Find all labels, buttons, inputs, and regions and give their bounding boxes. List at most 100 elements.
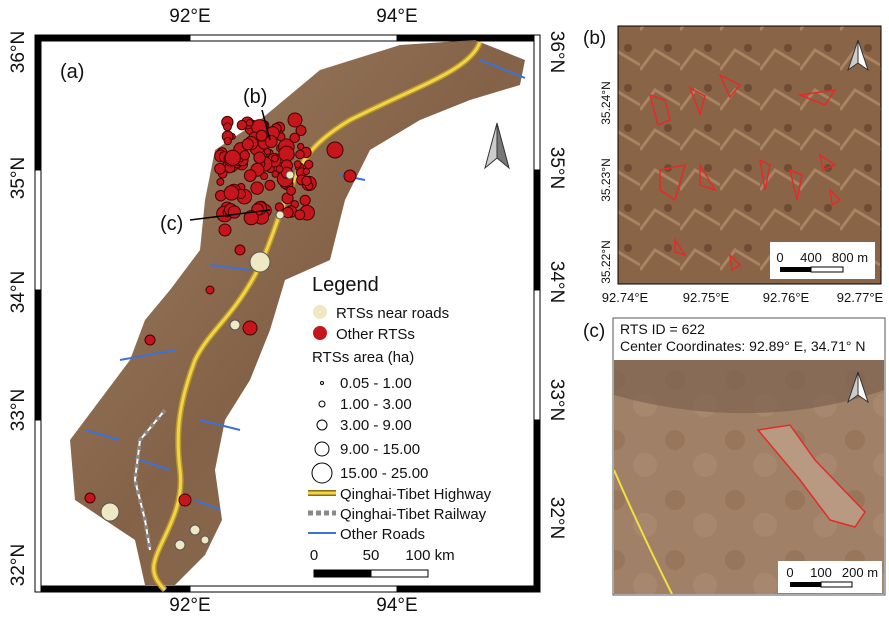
border-seg xyxy=(534,170,540,290)
lon-label: 92.74°E xyxy=(602,290,649,305)
scale-label: 50 xyxy=(363,547,380,564)
border-seg xyxy=(35,35,41,170)
rts-near-road xyxy=(101,503,119,521)
lat-label: 35.22°N xyxy=(599,240,613,284)
border-seg xyxy=(35,290,41,420)
rts-point xyxy=(298,143,304,149)
lon-label: 92.76°E xyxy=(763,290,810,305)
scale-label: 100 km xyxy=(405,547,454,564)
lat-label: 36°N xyxy=(8,31,29,73)
rts-point xyxy=(85,493,95,503)
scale-label: 0 xyxy=(310,547,318,564)
callout-label: (c) xyxy=(160,213,183,235)
rts-point xyxy=(219,224,231,236)
lat-label: 32°N xyxy=(8,544,29,586)
lat-label: 34°N xyxy=(546,261,567,303)
legend-label: Other Roads xyxy=(340,526,425,543)
lon-label: 92°E xyxy=(169,595,210,615)
rts-point xyxy=(240,151,249,160)
scale-label: 400 xyxy=(800,250,822,265)
rts-point xyxy=(224,137,231,144)
scale-bar xyxy=(821,582,852,587)
rts-point xyxy=(305,160,313,168)
legend-subtitle: RTSs area (ha) xyxy=(312,349,414,366)
lon-label: 92.75°E xyxy=(683,290,730,305)
rts-point xyxy=(275,203,283,211)
rts-point xyxy=(237,120,247,130)
lat-label: 36°N xyxy=(546,31,567,73)
lat-label: 35.24°N xyxy=(599,81,613,125)
rts-point xyxy=(179,494,191,506)
lon-label: 92°E xyxy=(169,6,210,27)
legend-swatch xyxy=(313,326,327,340)
rts-point xyxy=(294,161,301,168)
border-seg xyxy=(397,35,540,41)
rts-point xyxy=(251,182,263,194)
scale-bar xyxy=(780,267,811,272)
legend-swatch xyxy=(321,382,324,385)
rts-point xyxy=(288,113,302,127)
panel-label: (a) xyxy=(60,61,84,83)
border-seg xyxy=(534,290,540,420)
legend-label: Qinghai-Tibet Railway xyxy=(340,506,487,523)
legend-swatch xyxy=(317,420,327,430)
rts-point xyxy=(228,206,240,218)
rts-near-road xyxy=(230,320,240,330)
rts-near-road xyxy=(201,536,209,544)
rts-point xyxy=(206,286,214,294)
rts-point xyxy=(265,180,275,190)
rts-near-road xyxy=(250,252,270,272)
panel-label: (c) xyxy=(583,321,605,342)
legend-label: 15.00 - 25.00 xyxy=(340,465,428,482)
scale-bar xyxy=(371,570,428,577)
lon-label: 92.77°E xyxy=(837,290,884,305)
scale-bar xyxy=(790,582,821,587)
rts-near-road xyxy=(175,540,185,550)
figure: (a) (b) (c) 92°E 94°E 92°E 94°E 36°N35°N… xyxy=(0,0,889,615)
rts-near-road xyxy=(190,525,200,535)
lon-label: 94°E xyxy=(376,595,417,615)
lat-label: 34°N xyxy=(8,271,29,313)
rts-point xyxy=(295,210,305,220)
scale-label: 800 m xyxy=(832,250,868,265)
lat-label: 33°N xyxy=(8,389,29,431)
scale-label: 200 m xyxy=(842,565,878,580)
rts-point xyxy=(287,186,296,195)
lat-label: 35°N xyxy=(8,157,29,199)
legend-label: Other RTSs xyxy=(336,326,415,343)
scale-bar xyxy=(811,267,843,272)
legend-swatch xyxy=(313,305,327,319)
border-seg xyxy=(190,586,397,592)
rts-point xyxy=(254,152,265,163)
rts-point xyxy=(242,139,253,150)
rts-point xyxy=(327,142,343,158)
rts-point xyxy=(300,195,310,205)
lat-labels-left: 36°N 35°N 34°N 33°N 32°N xyxy=(8,31,29,586)
callout-label: (b) xyxy=(243,86,267,108)
legend-swatch xyxy=(319,401,325,407)
rts-point xyxy=(244,170,256,182)
rts-point xyxy=(145,335,155,345)
scale-label: 0 xyxy=(776,250,783,265)
legend-label: 1.00 - 3.00 xyxy=(340,396,412,413)
rts-point xyxy=(224,123,232,131)
legend-label: 3.00 - 9.00 xyxy=(340,417,412,434)
rts-point xyxy=(265,136,277,148)
rts-point xyxy=(246,119,253,126)
rts-point xyxy=(243,321,257,335)
lat-label: 32°N xyxy=(546,497,567,539)
rts-near-road xyxy=(276,211,284,219)
rts-coordinates: Center Coordinates: 92.89° E, 34.71° N xyxy=(620,338,865,354)
panel-a: (a) (b) (c) 92°E 94°E 92°E 94°E 36°N35°N… xyxy=(8,6,567,615)
border-seg xyxy=(35,35,190,41)
rts-point xyxy=(279,146,294,161)
legend-label: RTSs near roads xyxy=(336,305,449,322)
rts-point xyxy=(303,168,309,174)
border-seg xyxy=(35,586,190,592)
rts-near-road xyxy=(286,171,294,179)
scale-label: 100 xyxy=(810,565,832,580)
legend-label: 0.05 - 1.00 xyxy=(340,375,412,392)
lat-label: 35.23°N xyxy=(599,158,613,202)
lat-labels-right: 36°N35°N34°N33°N32°N xyxy=(546,31,567,539)
rts-point xyxy=(235,245,245,255)
